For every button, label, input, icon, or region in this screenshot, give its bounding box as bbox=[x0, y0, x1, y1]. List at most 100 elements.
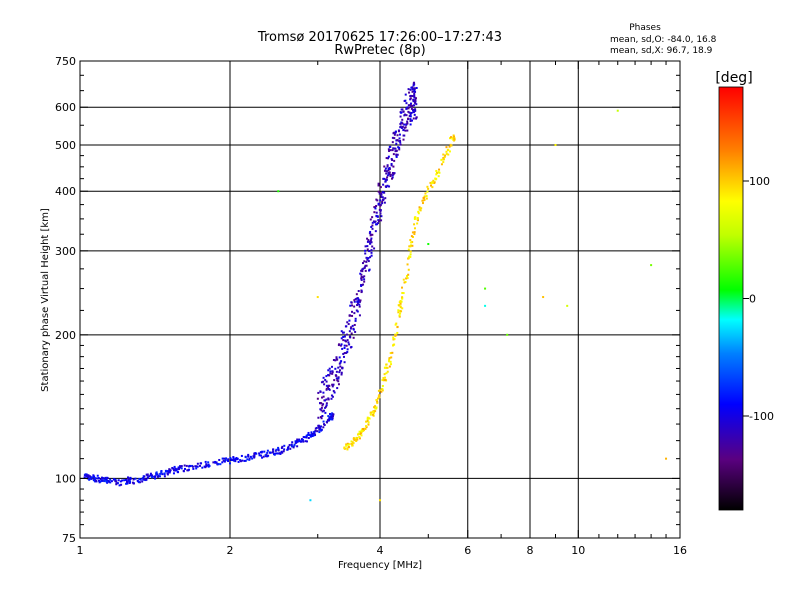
data-point bbox=[129, 481, 132, 484]
data-point bbox=[160, 471, 163, 474]
data-point bbox=[274, 452, 277, 455]
data-point bbox=[360, 269, 363, 272]
data-point bbox=[398, 315, 401, 318]
data-point bbox=[346, 442, 349, 445]
data-point bbox=[263, 450, 266, 453]
data-point bbox=[442, 158, 445, 161]
data-point bbox=[100, 476, 103, 479]
data-point bbox=[373, 221, 376, 224]
x-tick-label: 10 bbox=[571, 544, 585, 557]
data-point bbox=[388, 168, 391, 171]
data-point bbox=[318, 431, 321, 434]
data-point bbox=[415, 86, 418, 89]
data-point bbox=[398, 146, 401, 149]
data-point bbox=[406, 129, 409, 132]
data-point bbox=[227, 458, 230, 461]
data-point bbox=[379, 499, 381, 502]
data-point bbox=[382, 183, 385, 186]
data-point bbox=[429, 181, 432, 184]
data-point bbox=[412, 82, 415, 85]
data-point bbox=[296, 440, 299, 443]
data-point bbox=[338, 356, 341, 359]
data-point bbox=[374, 230, 377, 233]
y-axis: 75 100 200 300 400 500 600 750 bbox=[55, 55, 680, 545]
data-point bbox=[364, 427, 367, 430]
data-point bbox=[379, 389, 382, 392]
data-point bbox=[247, 453, 250, 456]
data-point bbox=[379, 212, 382, 215]
data-point bbox=[322, 426, 325, 429]
data-point bbox=[449, 143, 452, 146]
data-point bbox=[382, 379, 385, 382]
data-point bbox=[379, 199, 382, 202]
data-point bbox=[410, 107, 413, 110]
data-point bbox=[416, 222, 419, 225]
data-point bbox=[367, 260, 370, 263]
data-point bbox=[415, 117, 418, 120]
data-point bbox=[450, 136, 453, 139]
data-point bbox=[301, 438, 304, 441]
data-point bbox=[342, 339, 345, 342]
data-point bbox=[401, 307, 404, 310]
data-point bbox=[350, 301, 353, 304]
data-point bbox=[353, 312, 356, 315]
x-tick-label: 1 bbox=[77, 544, 84, 557]
y-tick-label: 750 bbox=[55, 55, 76, 68]
data-point bbox=[167, 471, 170, 474]
data-point bbox=[381, 389, 384, 392]
data-point bbox=[127, 479, 130, 482]
data-point bbox=[234, 460, 237, 463]
data-point bbox=[343, 361, 346, 364]
data-point bbox=[329, 370, 332, 373]
data-point bbox=[438, 168, 441, 171]
data-point bbox=[403, 123, 406, 126]
data-point bbox=[100, 477, 103, 480]
data-point bbox=[397, 311, 400, 314]
data-point bbox=[385, 372, 388, 375]
data-point bbox=[402, 138, 405, 141]
data-point bbox=[332, 390, 335, 393]
data-point bbox=[406, 263, 409, 266]
data-point bbox=[368, 240, 371, 243]
data-point bbox=[132, 478, 135, 481]
data-point bbox=[295, 441, 298, 444]
data-point bbox=[360, 273, 363, 276]
data-point bbox=[163, 472, 166, 475]
data-point bbox=[401, 118, 404, 121]
data-point bbox=[402, 292, 405, 295]
data-point bbox=[222, 459, 225, 462]
data-point bbox=[303, 436, 306, 439]
data-point bbox=[322, 403, 325, 406]
data-point bbox=[241, 459, 244, 462]
data-point bbox=[409, 250, 412, 253]
data-point bbox=[93, 475, 96, 478]
data-point bbox=[379, 204, 382, 207]
data-point bbox=[410, 102, 413, 105]
data-point bbox=[239, 460, 242, 463]
data-point bbox=[329, 372, 332, 375]
data-point bbox=[357, 290, 360, 293]
data-point bbox=[403, 281, 406, 284]
data-point bbox=[393, 338, 396, 341]
data-point bbox=[411, 90, 414, 93]
data-point bbox=[359, 299, 362, 302]
data-point bbox=[372, 412, 375, 415]
data-point bbox=[253, 454, 256, 457]
data-point bbox=[104, 476, 107, 479]
data-point bbox=[372, 410, 375, 413]
data-point bbox=[327, 374, 330, 377]
data-point bbox=[407, 88, 410, 91]
data-point bbox=[374, 410, 377, 413]
data-point bbox=[431, 186, 434, 189]
data-point bbox=[94, 477, 97, 480]
data-point bbox=[386, 164, 389, 167]
data-point bbox=[443, 156, 446, 159]
data-point bbox=[396, 153, 399, 156]
data-point bbox=[320, 417, 323, 420]
data-point bbox=[354, 330, 357, 333]
data-point bbox=[424, 192, 427, 195]
data-point bbox=[337, 383, 340, 386]
data-point bbox=[406, 122, 409, 125]
data-point bbox=[275, 452, 278, 455]
data-point bbox=[412, 100, 415, 103]
